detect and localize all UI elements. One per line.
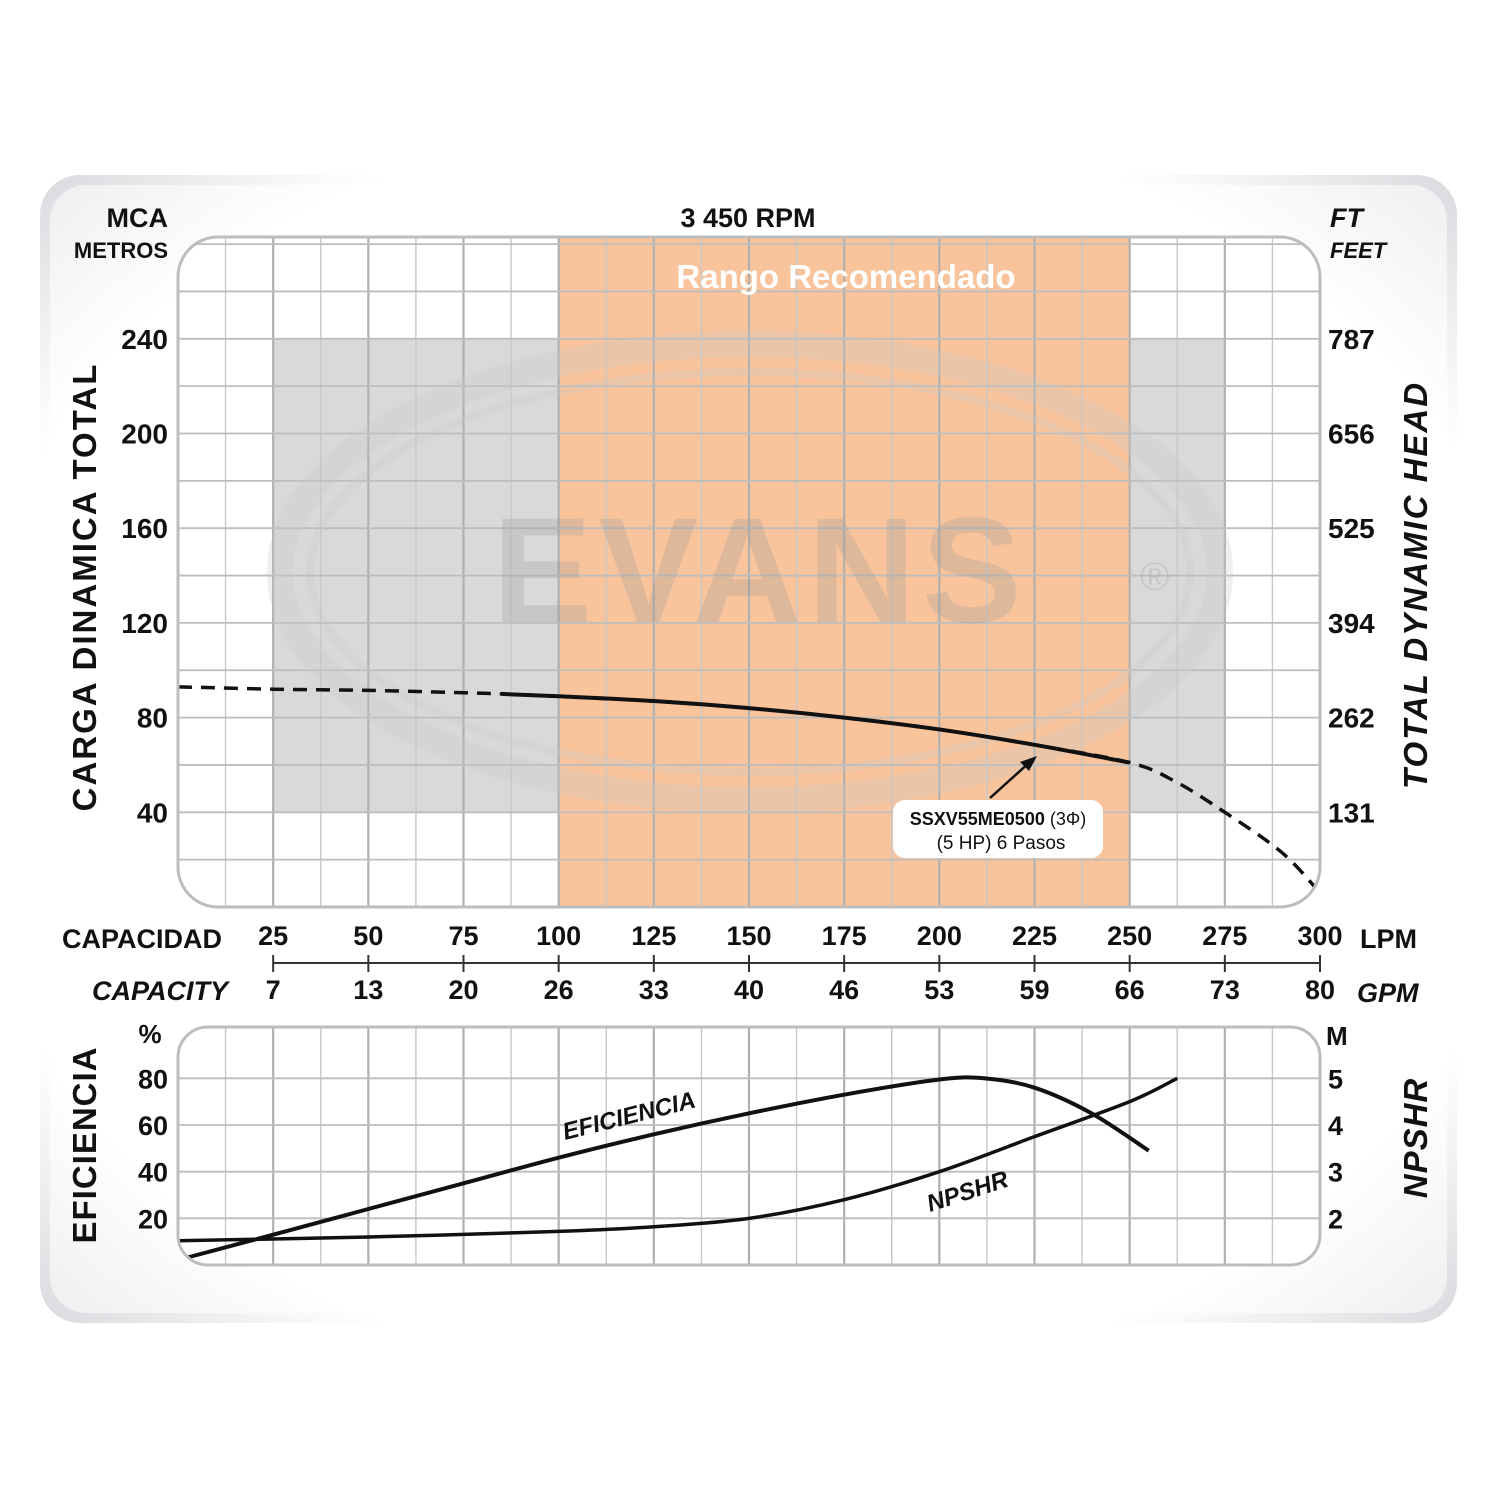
lpm-tick-label: 25	[258, 921, 288, 951]
x-label-bottom: CAPACITY	[92, 976, 231, 1006]
right-tick-label: 394	[1328, 608, 1375, 639]
left-tick-label: 40	[137, 797, 168, 828]
chart-title: 3 450 RPM	[680, 203, 815, 233]
gpm-tick-label: 73	[1210, 975, 1240, 1005]
right-tick-label: 656	[1328, 419, 1375, 450]
npshr-tick-label: 2	[1328, 1204, 1343, 1234]
lpm-tick-label: 150	[726, 921, 771, 951]
left-tick-label: 200	[121, 419, 168, 450]
gpm-tick-label: 59	[1019, 975, 1049, 1005]
left-tick-label: 240	[121, 324, 168, 355]
lpm-tick-label: 50	[353, 921, 383, 951]
eff-axis-label: EFICIENCIA	[66, 1046, 103, 1243]
lpm-tick-label: 125	[631, 921, 676, 951]
annotation-phase: (3Φ)	[1050, 809, 1086, 829]
npshr-unit: M	[1326, 1021, 1348, 1051]
annotation-detail: (5 HP) 6 Pasos	[937, 833, 1066, 854]
lpm-tick-label: 100	[536, 921, 581, 951]
annotation: SSXV55ME0500 (3Φ) (5 HP) 6 Pasos	[893, 756, 1103, 858]
gpm-tick-label: 33	[639, 975, 669, 1005]
right-tick-label: 787	[1328, 324, 1375, 355]
top-grid	[178, 237, 1320, 907]
lpm-tick-label: 200	[917, 921, 962, 951]
head-curve-solid	[501, 691, 1131, 765]
eff-tick-label: 80	[138, 1064, 168, 1094]
annotation-model: SSXV55ME0500	[910, 809, 1045, 829]
right-tick-label: 131	[1328, 797, 1375, 828]
left-tick-label: 80	[137, 703, 168, 734]
lpm-tick-label: 300	[1297, 921, 1342, 951]
left-unit-sub: METROS	[74, 238, 168, 263]
gpm-tick-label: 46	[829, 975, 859, 1005]
eff-tick-label: 60	[138, 1111, 168, 1141]
svg-text:®: ®	[1140, 555, 1169, 599]
gpm-tick-label: 7	[266, 975, 281, 1005]
left-unit: MCA	[107, 203, 169, 233]
right-tick-label: 525	[1328, 513, 1375, 544]
recommended-range-label: Rango Recomendado	[676, 258, 1015, 295]
lpm-tick-label: 175	[822, 921, 867, 951]
lpm-tick-label: 225	[1012, 921, 1057, 951]
gpm-tick-label: 53	[924, 975, 954, 1005]
left-tick-label: 160	[121, 513, 168, 544]
right-tick-label: 262	[1328, 703, 1375, 734]
eff-tick-label: 20	[138, 1204, 168, 1234]
right-unit-sub: FEET	[1330, 238, 1388, 263]
lpm-tick-label: 275	[1202, 921, 1247, 951]
npshr-axis-label: NPSHR	[1397, 1078, 1434, 1199]
gpm-tick-label: 80	[1305, 975, 1335, 1005]
gpm-tick-label: 40	[734, 975, 764, 1005]
npshr-tick-label: 5	[1328, 1064, 1343, 1094]
gpm-tick-label: 66	[1115, 975, 1145, 1005]
gpm-tick-label: 20	[448, 975, 478, 1005]
svg-text:EVANS: EVANS	[492, 486, 1028, 654]
npshr-tick-label: 3	[1328, 1158, 1343, 1188]
lpm-tick-label: 250	[1107, 921, 1152, 951]
gpm-tick-label: 26	[544, 975, 574, 1005]
left-tick-label: 120	[121, 608, 168, 639]
gpm-tick-label: 13	[353, 975, 383, 1005]
npshr-curve	[178, 1076, 1179, 1243]
x-unit-top: LPM	[1360, 924, 1417, 954]
efficiency-curve	[185, 1075, 1150, 1260]
eff-tick-label: 40	[138, 1158, 168, 1188]
x-unit-bottom: GPM	[1357, 978, 1419, 1008]
eff-unit: %	[138, 1019, 161, 1049]
svg-text:SSXV55ME0500 (3Φ): SSXV55ME0500 (3Φ)	[910, 809, 1086, 829]
evans-watermark: EVANS ®	[267, 331, 1233, 813]
npshr-tick-label: 4	[1328, 1111, 1343, 1141]
lpm-tick-label: 75	[448, 921, 478, 951]
right-unit: FT	[1330, 203, 1365, 233]
x-label-top: CAPACIDAD	[62, 924, 222, 954]
right-axis-label: TOTAL DYNAMIC HEAD	[1397, 381, 1434, 789]
left-axis-label: CARGA DINAMICA TOTAL	[66, 363, 103, 812]
